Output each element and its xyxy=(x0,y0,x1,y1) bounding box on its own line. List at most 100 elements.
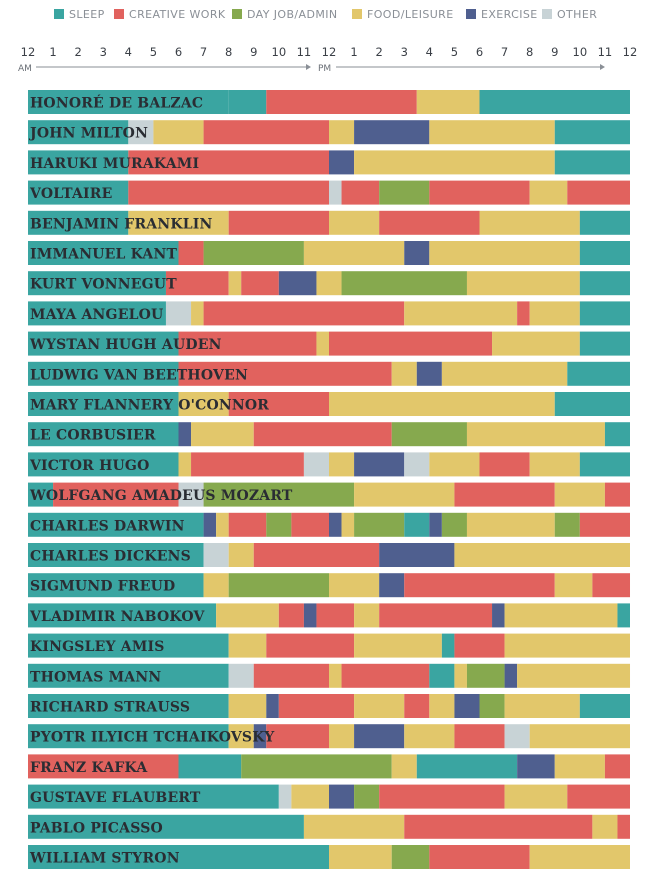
person-name: IMMANUEL KANT xyxy=(30,247,177,263)
segment-food xyxy=(441,361,568,386)
legend-swatch-dayjob xyxy=(232,9,242,19)
segment-food xyxy=(191,301,204,326)
segment-creative xyxy=(278,603,304,628)
segment-sleep xyxy=(416,754,518,779)
segment-exercise xyxy=(416,361,442,386)
segment-creative xyxy=(404,694,430,718)
segment-creative xyxy=(341,663,430,688)
segment-sleep xyxy=(28,422,179,447)
segment-creative xyxy=(178,331,317,356)
segment-sleep xyxy=(579,271,630,296)
segment-food xyxy=(504,784,568,809)
axis-arrowhead-pm xyxy=(600,64,605,70)
person-name: VOLTAIRE xyxy=(29,186,112,202)
segment-food xyxy=(517,663,631,688)
segment-dayjob xyxy=(241,754,392,779)
legend-swatch-sleep xyxy=(54,9,64,19)
person-name: LUDWIG VAN BEETHOVEN xyxy=(30,367,248,383)
segment-other xyxy=(329,180,342,205)
axis-am-label: AM xyxy=(18,64,32,74)
segment-dayjob xyxy=(391,422,467,447)
segment-food xyxy=(178,452,192,477)
person-name: WILLIAM STYRON xyxy=(29,851,180,867)
segment-creative xyxy=(567,784,630,809)
segment-sleep xyxy=(28,452,179,477)
person-name: GUSTAVE FLAUBERT xyxy=(30,790,201,806)
tick-label: 11 xyxy=(598,45,613,59)
segment-creative xyxy=(228,392,329,416)
segment-food xyxy=(416,90,480,114)
segment-creative xyxy=(28,754,179,779)
segment-creative xyxy=(579,512,630,537)
segment-creative xyxy=(53,482,179,507)
segment-food xyxy=(329,210,380,235)
tick-label: 2 xyxy=(376,45,383,59)
segment-food xyxy=(329,452,355,477)
tick-label: 2 xyxy=(75,45,82,59)
segment-creative xyxy=(191,452,304,477)
tick-label: 9 xyxy=(250,45,257,59)
segment-food xyxy=(529,452,580,477)
segment-creative xyxy=(178,361,392,386)
segment-food xyxy=(329,724,355,749)
segment-sleep xyxy=(28,845,329,869)
person-name: BENJAMIN FRANKLIN xyxy=(30,216,213,232)
segment-creative xyxy=(592,573,631,598)
segment-exercise xyxy=(329,150,355,175)
segment-food xyxy=(216,512,229,537)
segment-exercise xyxy=(203,512,217,537)
segment-creative xyxy=(429,845,530,869)
segment-sleep xyxy=(567,361,630,386)
segment-exercise xyxy=(303,603,317,628)
segment-food xyxy=(466,512,555,537)
segment-food xyxy=(354,150,555,175)
legend-swatch-creative xyxy=(114,9,124,19)
segment-other xyxy=(203,543,229,567)
segment-creative xyxy=(266,90,417,114)
tick-label: 12 xyxy=(21,45,36,59)
segment-other xyxy=(303,452,329,477)
segment-dayjob xyxy=(441,512,467,537)
segment-sleep xyxy=(579,452,630,477)
segment-creative xyxy=(278,694,355,718)
segment-creative xyxy=(128,180,329,205)
segment-sleep xyxy=(479,90,630,114)
segment-food xyxy=(354,482,455,507)
segment-food xyxy=(228,694,267,718)
person-name: MARY FLANNERY O'CONNOR xyxy=(30,398,269,414)
segment-food xyxy=(492,331,580,356)
segment-food xyxy=(391,361,417,386)
legend-label-creative: CREATIVE WORK xyxy=(129,8,226,21)
segment-dayjob xyxy=(354,512,405,537)
segment-food xyxy=(404,301,518,326)
segment-food xyxy=(316,331,329,356)
segment-sleep xyxy=(28,331,179,356)
segment-sleep xyxy=(28,150,129,175)
segment-food xyxy=(216,603,279,628)
segment-food xyxy=(429,241,580,265)
person-name: KINGSLEY AMIS xyxy=(30,639,165,655)
segment-food xyxy=(354,633,442,658)
segment-exercise xyxy=(404,241,430,265)
segment-sleep xyxy=(28,90,229,114)
tick-label: 10 xyxy=(573,45,588,59)
segment-sleep xyxy=(28,814,304,839)
segment-exercise xyxy=(354,452,405,477)
segment-food xyxy=(429,120,555,145)
segment-creative xyxy=(316,603,355,628)
segment-sleep xyxy=(579,301,630,326)
segment-creative xyxy=(253,422,392,447)
segment-sleep xyxy=(441,633,455,658)
segment-food xyxy=(429,452,480,477)
segment-sleep xyxy=(228,90,267,114)
segment-exercise xyxy=(178,422,192,447)
segment-creative xyxy=(241,271,279,296)
segment-food xyxy=(354,603,380,628)
person-name: JOHN MILTON xyxy=(28,126,148,142)
segment-creative xyxy=(178,241,204,265)
segment-sleep xyxy=(617,603,630,628)
segment-food xyxy=(529,180,568,205)
segment-sleep xyxy=(28,724,229,749)
segment-creative xyxy=(604,482,630,507)
